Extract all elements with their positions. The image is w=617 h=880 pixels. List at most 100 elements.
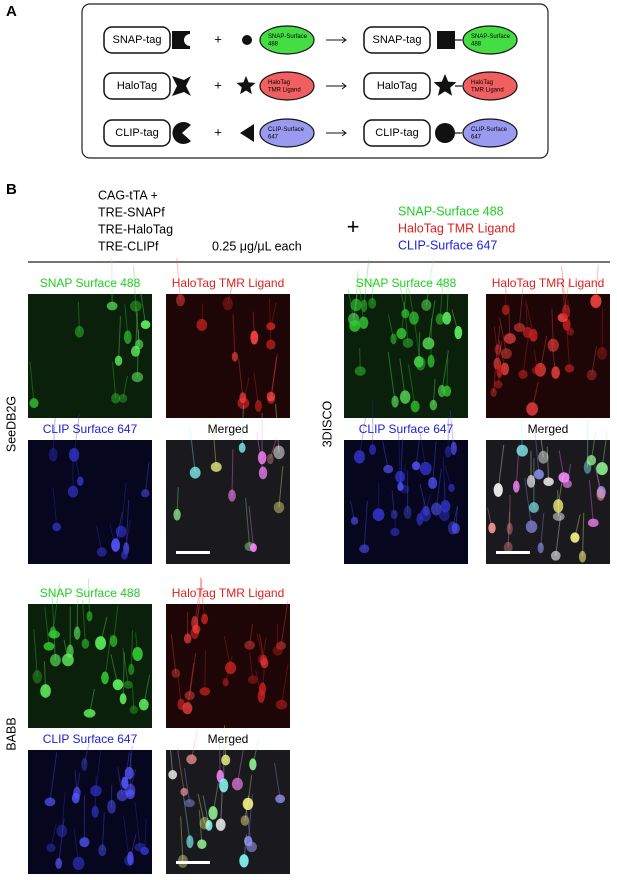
cell-body: [77, 476, 84, 486]
concentration: 0.25 μg/μL each: [212, 239, 302, 253]
neurite: [112, 361, 117, 399]
cell-body: [448, 483, 455, 492]
cell-body: [531, 366, 543, 375]
ligand-name: SNAP-Surface 488: [398, 204, 504, 218]
cell-body: [186, 835, 194, 849]
image-background: [28, 750, 152, 874]
cell-body: [543, 477, 554, 487]
neurite: [198, 810, 203, 845]
neurite: [61, 791, 66, 832]
neurite: [29, 361, 35, 404]
cell-body: [197, 839, 207, 850]
cell-body: [32, 670, 43, 684]
cell-body: [121, 550, 128, 560]
neurite: [497, 444, 505, 491]
cell-body: [55, 858, 63, 869]
neurite: [363, 500, 368, 549]
neurite: [442, 457, 446, 507]
cell-body: [244, 640, 256, 650]
image-background: [166, 750, 290, 874]
cell-body: [208, 806, 218, 820]
neurite: [398, 282, 406, 314]
micrograph: [166, 576, 290, 728]
neurite: [113, 605, 119, 642]
cell-body: [62, 653, 74, 667]
image-background: [166, 440, 290, 564]
cell-body: [496, 364, 503, 378]
micrograph: [486, 264, 610, 418]
cell-body: [562, 304, 571, 319]
neurite: [446, 273, 450, 319]
cell-body: [257, 654, 268, 664]
clip-bound: [435, 123, 455, 143]
dye-label: 488: [471, 42, 482, 48]
cell-body: [129, 705, 139, 714]
cell-body: [49, 626, 57, 639]
micrograph: [166, 257, 290, 418]
cell-body: [112, 679, 124, 691]
panel-label: B: [6, 181, 17, 198]
group-name: SeeDB2G: [4, 396, 18, 452]
tag-box: [103, 72, 171, 100]
cell-body: [350, 298, 362, 312]
cell-body: [529, 328, 538, 342]
cell-body: [451, 523, 460, 534]
arrow: [326, 82, 347, 90]
cell-body: [184, 691, 195, 701]
dye-label: 488: [268, 42, 279, 48]
cell-body: [127, 851, 134, 866]
neurite: [391, 490, 395, 515]
neurite: [518, 287, 524, 328]
cell-body: [534, 469, 544, 480]
neurite: [371, 279, 374, 304]
neurite: [82, 599, 86, 644]
cell-body: [440, 500, 451, 513]
cell-body: [67, 485, 79, 498]
scale-bar: [496, 551, 530, 554]
cell-body: [518, 369, 528, 379]
cell-body: [201, 613, 209, 625]
cell-body: [552, 512, 565, 521]
cell-body: [390, 509, 398, 520]
cell-body: [503, 541, 513, 554]
neurite: [33, 628, 38, 677]
neurite: [232, 314, 236, 357]
neurite: [122, 652, 125, 699]
cell-body: [116, 789, 128, 802]
cell-body: [578, 550, 587, 563]
product-box: [363, 119, 431, 147]
cell-body: [402, 338, 414, 348]
cell-body: [138, 698, 149, 711]
cell-body: [266, 339, 276, 350]
cell-body: [222, 296, 233, 311]
cell-body: [257, 451, 267, 465]
tag-name: CLIP-tag: [115, 127, 158, 139]
cell-body: [390, 528, 400, 537]
cell-body: [73, 626, 81, 640]
ligand-dye: [259, 71, 315, 101]
cell-body: [131, 371, 144, 383]
cell-body: [419, 508, 431, 522]
cell-body: [562, 479, 572, 489]
cell-body: [173, 508, 181, 521]
neurite: [413, 317, 422, 364]
cell-body: [358, 316, 369, 329]
image-background: [28, 294, 152, 418]
cell-body: [260, 658, 269, 669]
cell-body: [359, 544, 370, 554]
cell-body: [439, 509, 450, 522]
cell-body: [390, 333, 397, 345]
cell-body: [349, 320, 361, 332]
cell-body: [124, 766, 134, 780]
cell-body: [421, 299, 432, 311]
dye-label: SNAP-Surface: [471, 34, 511, 40]
cell-body: [383, 464, 394, 474]
image-background: [28, 440, 152, 564]
neurite: [52, 418, 56, 455]
cell-body: [500, 362, 510, 376]
cell-body: [553, 499, 564, 513]
construct: TRE-SNAPf: [98, 205, 165, 219]
micrograph: [486, 417, 610, 564]
cell-body: [368, 297, 377, 309]
